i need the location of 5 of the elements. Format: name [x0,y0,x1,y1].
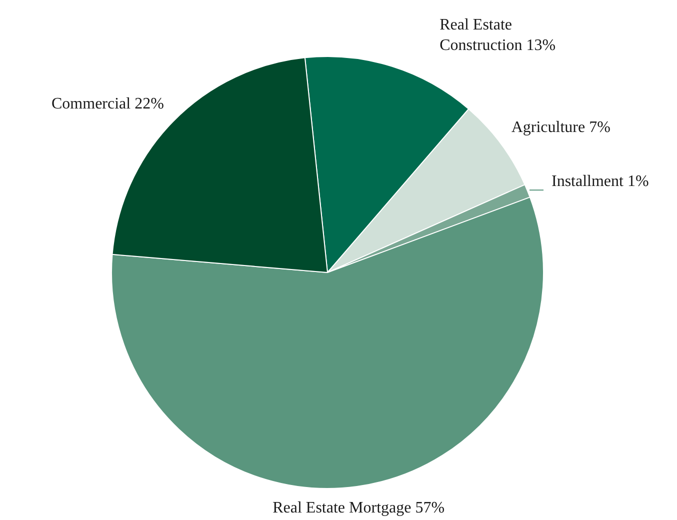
slice-label: Installment 1% [551,173,649,190]
slice-label: Real Estate Construction 13% [440,16,556,54]
slice-label: Real Estate Mortgage 57% [272,499,445,516]
slice-label: Commercial 22% [52,95,164,112]
slice-label: Agriculture 7% [511,118,610,136]
